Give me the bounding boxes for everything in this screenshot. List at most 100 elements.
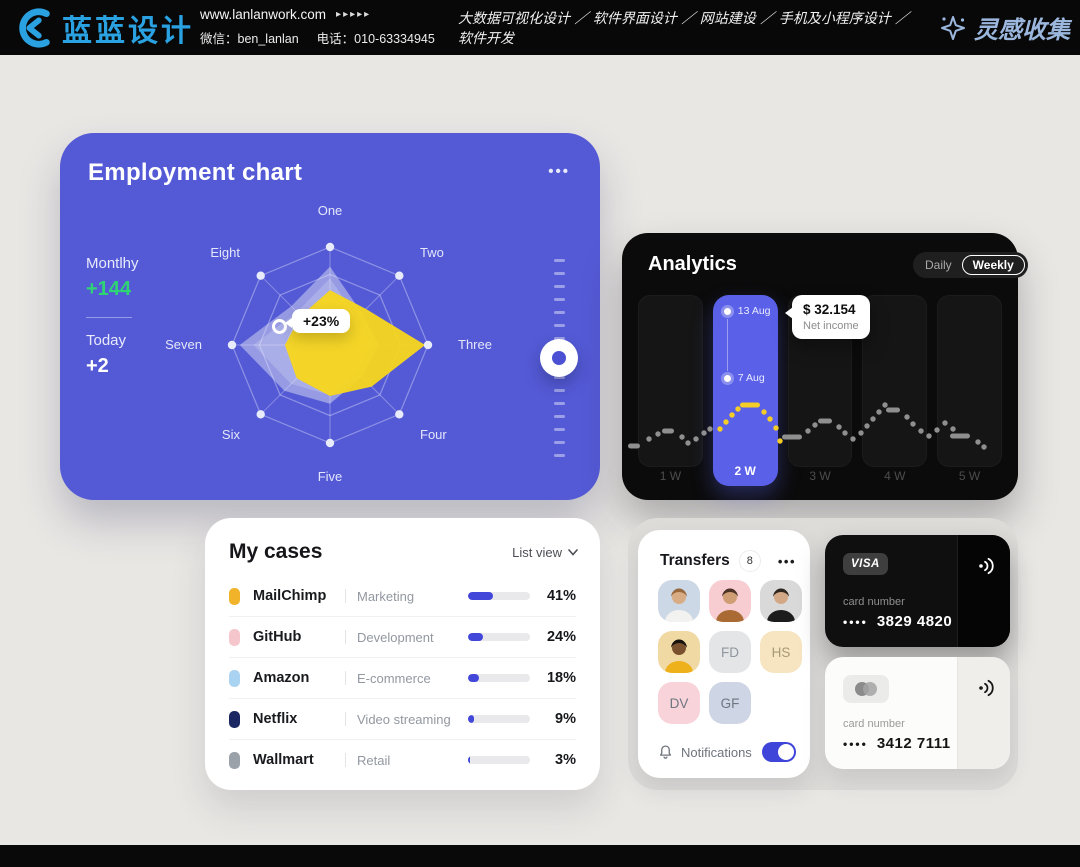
website-link[interactable]: www.lanlanwork.com [200,7,327,22]
person-photo-icon [716,588,744,622]
progress-track [468,592,530,600]
progress-fill [468,633,483,641]
contact-avatar-initials[interactable]: GF [709,682,751,724]
slider-tick [553,272,565,275]
visa-card[interactable]: VISA card number •••• 3829 4820 [825,535,1010,647]
week-label-selected: 2 W [734,464,756,478]
arrows-decoration: ▸▸▸▸▸ [336,9,372,20]
progress-track [468,674,530,682]
marker-dot-icon [723,374,731,382]
toggle-weekly[interactable]: Weekly [961,255,1025,275]
company-icon [229,710,240,728]
case-row[interactable]: MailChimp Marketing 41% [229,576,576,616]
case-row[interactable]: Netflix Video streaming 9% [229,698,576,739]
inspiration-collect[interactable]: 灵感收集 [938,0,1070,55]
marker-connector [726,319,728,371]
column-bar [638,295,703,467]
card-side-strip [957,657,1010,769]
radar-axis-label: Six [222,427,241,442]
income-label: Net income [803,320,859,332]
contact-avatar-initials[interactable]: FD [709,631,751,673]
phone-number: 电话：010-63334945 [316,32,435,46]
slider-tick [553,376,565,379]
card-number-label: card number [843,718,905,730]
analytics-card: Analytics Daily Weekly 1 W 13 Aug 7 Aug [622,233,1028,500]
person-photo-icon [665,639,693,673]
visa-logo: VISA [843,553,888,575]
column-bar [862,295,928,467]
radar-vertex-dot [227,340,237,350]
person-photo-icon [767,588,795,622]
avatar-initials: HS [771,644,791,660]
progress-fill [468,592,494,600]
services-list: 大数据可视化设计 ／ 软件界面设计 ／ 网站建设 ／ 手机及小程序设计 ／ 软件… [458,10,910,47]
progress-percent: 3% [555,752,576,768]
list-view-dropdown[interactable]: List view [512,545,578,560]
stats-divider [86,317,132,318]
lanlan-logo-icon [19,8,50,48]
radar-vertex-dot [325,438,335,448]
radar-tooltip: +23% [284,309,351,333]
employment-menu-icon[interactable]: ••• [548,163,570,180]
company-name: Netflix [253,711,298,727]
employment-stats: Montlhy +144 Today +2 [86,255,139,378]
wallet-panel: Transfers 8 ••• FD HS DV GF Notifications V… [628,518,1018,790]
company-category: Retail [357,752,391,768]
week-column-5[interactable]: 5 W [937,295,1002,486]
slider-tick [553,259,565,262]
progress-track [468,715,530,723]
sparkle-star-icon [941,15,965,40]
income-tooltip: $ 32.154 Net income [785,295,870,339]
week-column-2-selected[interactable]: 13 Aug 7 Aug 2 W [712,295,778,486]
card-side-strip [957,535,1010,647]
slider-tick [553,428,565,431]
income-value: $ 32.154 [803,302,856,317]
transfers-menu-icon[interactable]: ••• [777,553,796,569]
company-category: E-commerce [357,670,431,686]
name-category-divider [345,712,346,726]
card-digits: 3829 4820 [876,613,953,630]
contact-avatar-photo[interactable] [658,580,700,622]
company-icon [229,751,240,769]
radar-vertex-dot [423,340,433,350]
mastercard-card[interactable]: card number •••• 3412 7111 [825,657,1010,769]
contact-avatar-photo[interactable] [709,580,751,622]
radar-axis-label: Two [420,245,444,260]
my-cases-card: My cases List view MailChimp Marketing 41%… [205,518,600,790]
contact-avatar-photo[interactable] [658,631,700,673]
radar-vertex-dot [325,242,335,252]
radar-axis-label: One [318,203,343,218]
card-mask-dots: •••• [843,736,868,751]
week-label: 3 W [809,469,831,483]
avatar-initials: GF [720,695,740,711]
name-category-divider [345,630,346,644]
week-column-1[interactable]: 1 W [638,295,703,486]
company-icon [229,587,240,605]
slider-knob[interactable] [540,339,578,377]
week-column-4[interactable]: 4 W [862,295,928,486]
brand-name: 蓝蓝设计 [62,15,194,48]
chevron-down-icon [568,548,578,556]
contact-avatar-initials[interactable]: DV [658,682,700,724]
name-category-divider [345,753,346,767]
notifications-toggle[interactable] [762,742,796,762]
period-toggle[interactable]: Daily Weekly [913,252,1028,278]
case-row[interactable]: Wallmart Retail 3% [229,739,576,780]
slider-tick [553,324,565,327]
vertical-slider[interactable] [540,249,578,471]
contact-avatar-initials[interactable]: HS [760,631,802,673]
contact-avatar-photo[interactable] [760,580,802,622]
company-name: Amazon [253,670,310,686]
card-number-label: card number [843,596,905,608]
radar-axis-label: Seven [165,337,202,352]
case-row[interactable]: GitHub Development 24% [229,616,576,657]
card-mask-dots: •••• [843,614,868,629]
transfers-card: Transfers 8 ••• FD HS DV GF Notifications [638,530,810,778]
radar-axis-label: Three [458,337,492,352]
progress-percent: 9% [555,711,576,727]
toggle-daily[interactable]: Daily [925,258,952,272]
company-name: MailChimp [253,588,327,604]
radar-vertex-dot [395,410,404,419]
case-row[interactable]: Amazon E-commerce 18% [229,657,576,698]
